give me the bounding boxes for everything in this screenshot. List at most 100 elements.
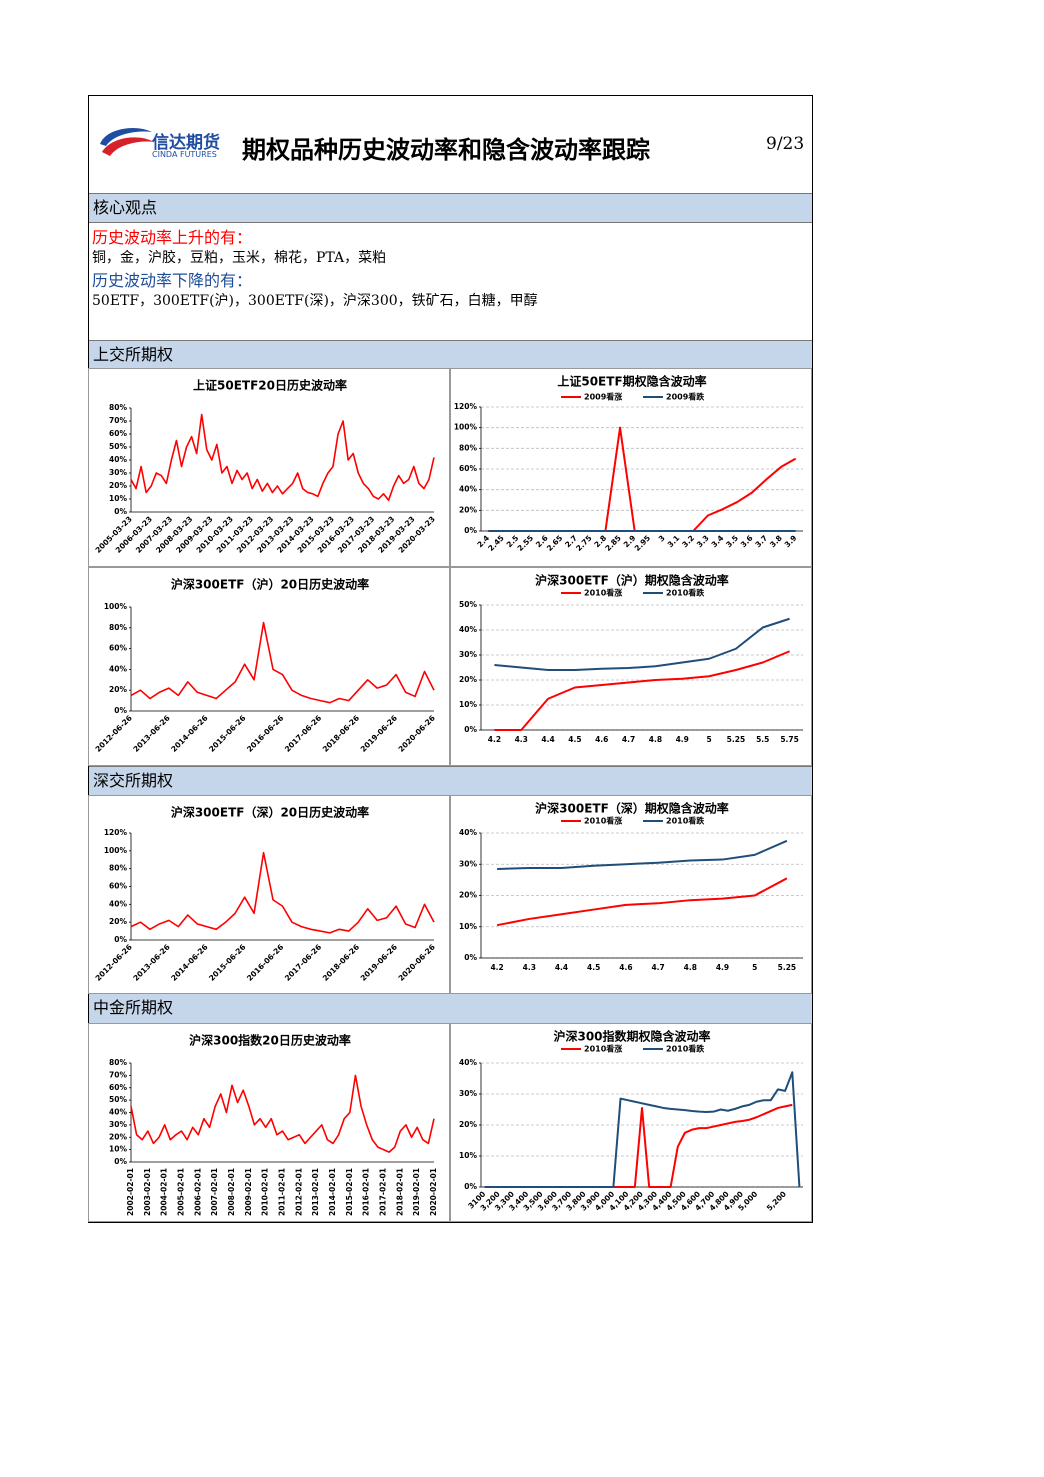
y-tick-label: 10% [459,700,477,709]
chart: 沪深300指数20日历史波动率 0% 10% 20% 30% 40% 50% 60% 70% 80… [88,1023,450,1222]
down-label: 历史波动率下降的有： [92,271,253,290]
x-tick-label: 2015-06-26 [207,942,247,982]
x-tick-label: 2017-06-26 [283,713,323,753]
x-tick-label: 2007-02-01 [210,1168,219,1216]
legend-label: 2010看涨 [584,816,622,826]
y-tick-label: 50% [109,1095,127,1104]
y-tick-label: 20% [109,481,127,490]
x-tick-label: 2.75 [574,533,593,552]
x-tick-label: 4.6 [595,735,608,744]
data-line [130,1074,435,1153]
y-tick-label: 30% [459,650,477,659]
chart: 沪深300ETF（深）期权隐含波动率 0% 10% 20% 30% 40% 4.2 4.3 4.… [450,795,812,994]
legend-label: 2010看跌 [666,1044,705,1054]
x-tick-label: 2018-06-26 [321,713,361,753]
y-tick-label: 40% [459,625,477,634]
x-tick-label: 4.9 [716,963,729,972]
data-line [130,851,435,934]
x-tick-label: 4.4 [541,735,554,744]
x-tick-label: 4.5 [568,735,581,744]
chart-title: 沪深300指数期权隐含波动率 [553,1029,710,1044]
data-line [488,426,797,532]
x-tick-label: 2014-06-26 [169,713,209,753]
legend-label: 2009看涨 [584,392,622,402]
y-tick-label: 10% [459,1151,477,1160]
chart-title: 上证50ETF期权隐含波动率 [557,374,706,389]
x-tick-label: 2012-06-26 [94,713,134,753]
x-tick-label: 2016-06-26 [245,713,285,753]
y-tick-label: 0% [464,953,477,962]
x-tick-label: 2018-06-26 [321,942,361,982]
y-tick-label: 40% [109,899,127,908]
x-tick-label: 5.25 [778,963,797,972]
x-tick-label: 3.5 [724,533,740,549]
x-tick-label: 3.1 [666,533,682,549]
chart-title: 上证50ETF20日历史波动率 [193,378,347,393]
y-tick-label: 20% [459,505,477,514]
section-bar: 深交所期权 [89,766,812,796]
y-tick-label: 40% [109,664,127,673]
y-tick-label: 40% [109,1108,127,1117]
y-tick-label: 20% [109,1132,127,1141]
x-tick-label: 2012-02-01 [294,1168,303,1216]
data-line [130,413,435,502]
y-tick-label: 70% [109,416,127,425]
x-tick-label: 5,200 [765,1189,788,1212]
x-tick-label: 2014-06-26 [169,942,209,982]
y-tick-label: 120% [454,402,478,411]
x-tick-label: 5 [752,963,757,972]
chart-title: 沪深300ETF（沪）期权隐含波动率 [535,573,729,588]
x-tick-label: 4.7 [651,963,664,972]
chart-title: 沪深300ETF（深）期权隐含波动率 [535,801,729,816]
y-tick-label: 0% [114,507,127,516]
y-tick-label: 100% [104,846,128,855]
x-tick-label: 2003-02-01 [143,1168,152,1216]
y-tick-label: 80% [109,403,127,412]
x-tick-label: 3.3 [695,533,711,549]
y-tick-label: 50% [109,442,127,451]
legend-label: 2010看跌 [666,816,705,826]
y-tick-label: 20% [459,675,477,684]
x-tick-label: 4.4 [555,963,568,972]
y-tick-label: 0% [114,706,127,715]
page-title: 期权品种历史波动率和隐含波动率跟踪 [242,136,650,164]
x-tick-label: 2011-02-01 [278,1168,287,1216]
y-tick-label: 80% [109,1058,127,1067]
x-tick-label: 3.2 [680,533,696,549]
chart: 沪深300ETF（深）20日历史波动率 0% 20% 40% 60% 80% 100% 120… [88,795,450,994]
x-tick-label: 4.2 [490,963,503,972]
data-line [484,1103,793,1188]
x-tick-label: 2020-06-26 [397,942,437,982]
y-tick-label: 20% [109,685,127,694]
x-tick-label: 3.4 [710,533,726,549]
y-tick-label: 60% [109,1083,127,1092]
y-tick-label: 80% [109,623,127,632]
x-tick-label: 2020-06-26 [397,713,437,753]
page-number: 9/23 [766,134,805,154]
x-tick-label: 5.25 [727,735,746,744]
chart-title: 沪深300ETF（深）20日历史波动率 [171,805,369,820]
x-tick-label: 2005-02-01 [177,1168,186,1216]
section-bar: 上交所期权 [89,340,812,369]
x-tick-label: 2.55 [516,533,535,552]
x-tick-label: 2006-02-01 [193,1168,202,1216]
x-tick-label: 2004-02-01 [160,1168,169,1216]
x-tick-label: 4.8 [649,735,662,744]
x-tick-label: 2016-06-26 [245,942,285,982]
legend-label: 2010看涨 [584,1044,622,1054]
legend-label: 2010看跌 [666,588,705,598]
y-tick-label: 80% [459,443,477,452]
legend-label: 2009看跌 [666,392,705,402]
y-tick-label: 0% [464,1182,477,1191]
x-tick-label: 3.8 [768,533,784,549]
chart: 上证50ETF20日历史波动率 0% 10% 20% 30% 40% 50% 60% 70% 80… [88,368,450,567]
x-tick-label: 4.6 [619,963,632,972]
x-tick-label: 3 [657,533,667,543]
x-tick-label: 2019-06-26 [359,713,399,753]
y-tick-label: 10% [109,494,127,503]
chart: 上证50ETF期权隐含波动率0%20%40%60%80%100%120%2.42… [450,368,812,567]
y-tick-label: 40% [459,1058,477,1067]
y-tick-label: 60% [109,644,127,653]
chart-title: 沪深300指数20日历史波动率 [189,1033,351,1048]
y-tick-label: 100% [104,602,128,611]
